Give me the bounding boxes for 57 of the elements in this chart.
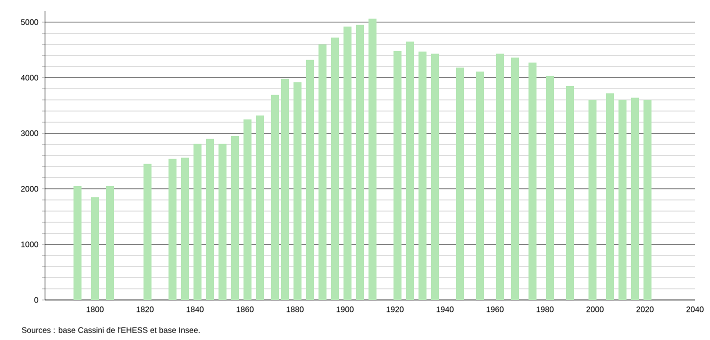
bar (356, 24, 364, 300)
bar (218, 144, 227, 300)
bar (618, 100, 626, 300)
bar (606, 93, 614, 300)
bar (511, 58, 519, 300)
bar (476, 72, 484, 300)
bar (344, 26, 352, 300)
bar (418, 52, 426, 300)
x-tick-label: 1820 (136, 306, 154, 312)
x-tick-label: 1920 (386, 306, 404, 312)
y-tick-label: 4000 (20, 74, 38, 81)
bar (194, 144, 202, 300)
source-note: Sources : base Cassini de l'EHESS et base Insee. (22, 327, 200, 333)
y-tick-label: 3000 (20, 130, 38, 136)
bar (256, 115, 264, 300)
bar (74, 186, 82, 300)
x-tick-label: 1840 (186, 306, 204, 312)
bar (91, 197, 100, 300)
y-tick-label: 1000 (21, 242, 38, 248)
x-tick-label: 1880 (286, 306, 304, 312)
y-tick-label: 2000 (21, 186, 38, 192)
bar (368, 18, 376, 300)
bar (588, 100, 596, 300)
bar (566, 86, 574, 300)
x-tick-label: 2020 (636, 306, 654, 312)
bar (331, 38, 340, 300)
x-tick-label: 1960 (486, 306, 504, 312)
bar (206, 138, 214, 300)
bar (181, 158, 190, 300)
x-tick-label: 1980 (536, 306, 554, 312)
bar (643, 100, 652, 300)
x-tick-label: 1940 (436, 306, 454, 312)
bar (244, 119, 252, 300)
bar (431, 54, 439, 300)
bar (528, 62, 536, 300)
bar (546, 76, 554, 300)
y-tick-label: 5000 (20, 19, 38, 25)
bar (306, 60, 314, 300)
bar (106, 186, 114, 300)
bar (496, 54, 504, 300)
bar (281, 78, 290, 300)
bar (456, 68, 464, 300)
bar (168, 158, 177, 300)
x-tick-label: 1800 (86, 306, 104, 312)
bar (406, 42, 414, 300)
bar (394, 51, 402, 300)
x-tick-label: 2000 (586, 306, 604, 312)
bar (144, 164, 152, 300)
bar (630, 98, 639, 300)
bar (271, 94, 280, 300)
bar (231, 136, 240, 300)
bar (318, 44, 327, 300)
bar (294, 82, 302, 300)
x-tick-label: 1860 (236, 306, 254, 312)
x-tick-label: 1900 (336, 306, 354, 312)
y-tick-label: 0 (34, 297, 38, 303)
x-tick-label: 2040 (686, 306, 704, 312)
